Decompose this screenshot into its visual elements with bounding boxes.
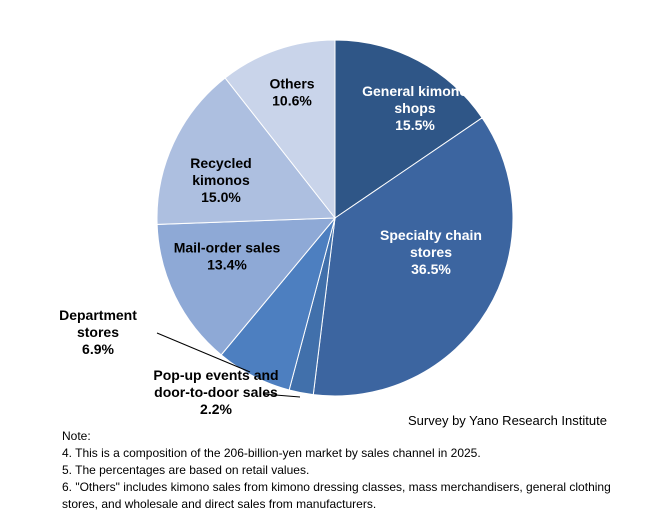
- leader-line: [262, 393, 301, 398]
- source-credit: Survey by Yano Research Institute: [408, 413, 607, 428]
- slice-labels: General kimono shops 15.5% Specialty chain s…: [59, 76, 482, 418]
- pie-slice-mail-order-sales: [156, 217, 337, 356]
- leader-line: [156, 332, 251, 373]
- slice-label-others: Others 10.6%: [269, 76, 314, 109]
- pie-slice-general-kimono-shops: [334, 39, 483, 219]
- pie-slice-specialty-chain-stores: [312, 117, 514, 397]
- slice-label-specialty-chain-stores: Specialty chain stores 36.5%: [380, 227, 482, 277]
- notes-block: Note: 4. This is a composition of the 20…: [62, 428, 662, 513]
- note-line-6: 6. "Others" includes kimono sales from k…: [62, 480, 611, 494]
- note-line-5: 5. The percentages are based on retail v…: [62, 463, 310, 477]
- note-line-6-cont: stores, and wholesale and direct sales f…: [62, 497, 377, 511]
- slice-label-general-kimono-shops: General kimono shops 15.5%: [362, 83, 468, 133]
- slice-label-mail-order-sales: Mail-order sales 13.4%: [174, 240, 281, 273]
- pie-slice-others: [224, 39, 336, 220]
- leader-lines: [156, 332, 301, 398]
- slice-label-pop-up-events-and-door-to-door-sales: Pop-up events and door-to-door sales 2.2%: [153, 367, 278, 417]
- slice-label-department-stores: Department stores 6.9%: [59, 307, 137, 357]
- pie-slice-recycled-kimonos: [156, 77, 336, 225]
- note-line-4: 4. This is a composition of the 206-bill…: [62, 446, 481, 460]
- notes-heading: Note:: [62, 429, 91, 443]
- pie-chart: General kimono shops 15.5% Specialty chain s…: [59, 39, 514, 418]
- pie-slices: [156, 39, 514, 397]
- slice-label-recycled-kimonos: Recycled kimonos 15.0%: [190, 155, 251, 205]
